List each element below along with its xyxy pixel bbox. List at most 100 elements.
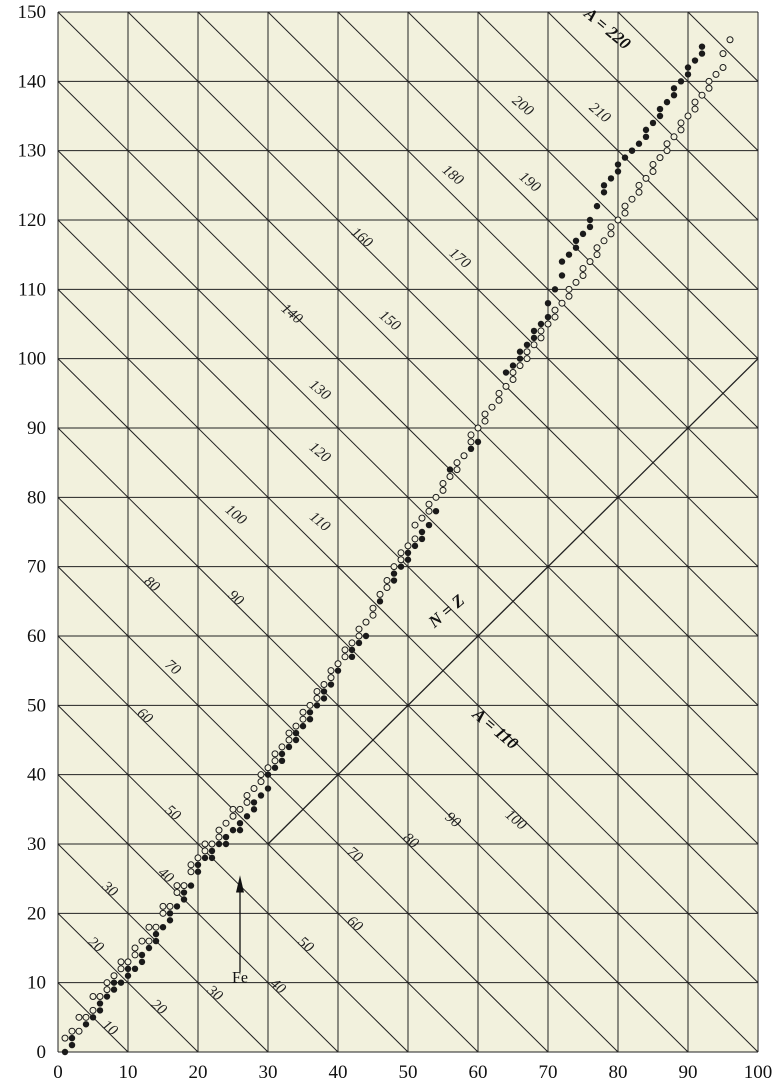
y-tick-label: 150 bbox=[18, 2, 47, 23]
unstable-nuclide-point bbox=[145, 923, 153, 931]
unstable-nuclide-point bbox=[159, 909, 167, 917]
unstable-nuclide-point bbox=[348, 639, 356, 647]
stable-nuclide-point bbox=[642, 126, 650, 134]
stable-nuclide-point bbox=[313, 702, 321, 709]
chart-annotation: Fe bbox=[232, 970, 248, 987]
unstable-nuclide-point bbox=[355, 625, 363, 633]
unstable-nuclide-point bbox=[453, 459, 461, 467]
stable-nuclide-point bbox=[180, 889, 188, 896]
unstable-nuclide-point bbox=[75, 1027, 83, 1035]
stable-nuclide-point bbox=[208, 854, 216, 862]
stable-nuclide-point bbox=[264, 771, 272, 778]
y-tick-label: 90 bbox=[27, 418, 46, 439]
stable-nuclide-point bbox=[544, 300, 552, 307]
stable-nuclide-point bbox=[670, 85, 678, 92]
unstable-nuclide-point bbox=[166, 902, 174, 910]
isobar-line bbox=[57, 843, 269, 1053]
unstable-nuclide-point bbox=[684, 112, 692, 120]
unstable-nuclide-point bbox=[453, 466, 461, 474]
stable-nuclide-point bbox=[572, 244, 580, 251]
unstable-nuclide-point bbox=[565, 292, 573, 300]
unstable-nuclide-point bbox=[530, 341, 538, 349]
unstable-nuclide-point bbox=[586, 258, 594, 266]
unstable-nuclide-point bbox=[663, 140, 671, 148]
unstable-nuclide-point bbox=[502, 382, 510, 390]
y-tick-label: 130 bbox=[18, 141, 47, 162]
stable-nuclide-point bbox=[649, 119, 657, 127]
unstable-nuclide-point bbox=[355, 632, 363, 640]
stable-nuclide-point bbox=[586, 223, 594, 231]
stable-nuclide-point bbox=[628, 147, 636, 154]
stable-nuclide-point bbox=[677, 78, 685, 85]
unstable-nuclide-point bbox=[481, 410, 489, 418]
unstable-nuclide-point bbox=[313, 687, 321, 695]
stable-nuclide-point bbox=[607, 175, 615, 182]
unstable-nuclide-point bbox=[656, 154, 664, 162]
stable-nuclide-point bbox=[96, 1007, 104, 1014]
unstable-nuclide-point bbox=[705, 77, 713, 85]
unstable-nuclide-point bbox=[285, 729, 293, 737]
x-tick-label: 60 bbox=[469, 1062, 488, 1083]
stable-nuclide-point bbox=[285, 743, 293, 751]
y-tick-label: 120 bbox=[18, 210, 47, 231]
stable-nuclide-point bbox=[243, 813, 251, 820]
y-tick-label: 60 bbox=[27, 626, 46, 647]
unstable-nuclide-point bbox=[628, 195, 636, 203]
unstable-nuclide-point bbox=[61, 1034, 69, 1042]
unstable-nuclide-point bbox=[271, 757, 279, 765]
stable-nuclide-point bbox=[509, 362, 517, 369]
stable-nuclide-point bbox=[292, 736, 300, 744]
stable-nuclide-point bbox=[684, 71, 692, 78]
isobar-line bbox=[337, 11, 759, 429]
unstable-nuclide-point bbox=[215, 833, 223, 841]
x-tick-label: 10 bbox=[119, 1062, 138, 1083]
y-tick-labels: 0 10 20 30 40 50 60 70 80 90 100 110 120 130 140 150 bbox=[18, 2, 47, 1063]
unstable-nuclide-point bbox=[593, 251, 601, 259]
stable-nuclide-point bbox=[124, 972, 132, 979]
isobar-line bbox=[407, 11, 759, 360]
isobar-line bbox=[57, 11, 759, 706]
isobar-line bbox=[687, 11, 759, 82]
unstable-nuclide-point bbox=[187, 868, 195, 876]
unstable-nuclide-point bbox=[495, 396, 503, 404]
unstable-nuclide-point bbox=[117, 965, 125, 973]
x-tick-label: 30 bbox=[259, 1062, 278, 1083]
x-tick-label: 20 bbox=[189, 1062, 208, 1083]
y-tick-label: 100 bbox=[18, 349, 47, 370]
isobar-line bbox=[57, 288, 759, 984]
stable-nuclide-point bbox=[292, 729, 300, 737]
unstable-nuclide-point bbox=[404, 542, 412, 550]
unstable-nuclide-point bbox=[670, 133, 678, 141]
unstable-nuclide-point bbox=[621, 202, 629, 210]
unstable-nuclide-point bbox=[579, 265, 587, 273]
isobar-line bbox=[57, 219, 759, 914]
stable-nuclide-point bbox=[124, 965, 132, 972]
stable-nuclide-point bbox=[68, 1041, 76, 1049]
stable-nuclide-point bbox=[404, 556, 412, 563]
isobar-line bbox=[477, 11, 759, 290]
stable-nuclide-point bbox=[138, 951, 146, 959]
unstable-nuclide-point bbox=[649, 161, 657, 169]
stable-nuclide-point bbox=[250, 799, 258, 806]
unstable-nuclide-point bbox=[523, 355, 531, 363]
y-tick-label: 70 bbox=[27, 557, 46, 578]
stable-nuclide-point bbox=[320, 688, 328, 695]
isobar-line bbox=[267, 11, 759, 498]
unstable-nuclide-point bbox=[509, 375, 517, 383]
stable-nuclide-point bbox=[103, 993, 111, 1000]
unstable-nuclide-point bbox=[299, 708, 307, 716]
isobar-line bbox=[617, 11, 759, 152]
unstable-nuclide-point bbox=[579, 271, 587, 279]
stable-nuclide-point bbox=[614, 168, 622, 175]
stable-nuclide-point bbox=[145, 944, 153, 952]
unstable-nuclide-point bbox=[341, 653, 349, 661]
stable-nuclide-point bbox=[600, 189, 608, 196]
unstable-nuclide-point bbox=[719, 50, 727, 58]
unstable-nuclide-point bbox=[264, 764, 272, 772]
stable-nuclide-point bbox=[537, 320, 545, 328]
stable-nuclide-point bbox=[110, 979, 118, 986]
unstable-nuclide-point bbox=[173, 882, 181, 890]
isobar-line bbox=[57, 704, 409, 1053]
isobar-line bbox=[57, 774, 339, 1053]
stable-nuclide-point bbox=[229, 826, 237, 834]
